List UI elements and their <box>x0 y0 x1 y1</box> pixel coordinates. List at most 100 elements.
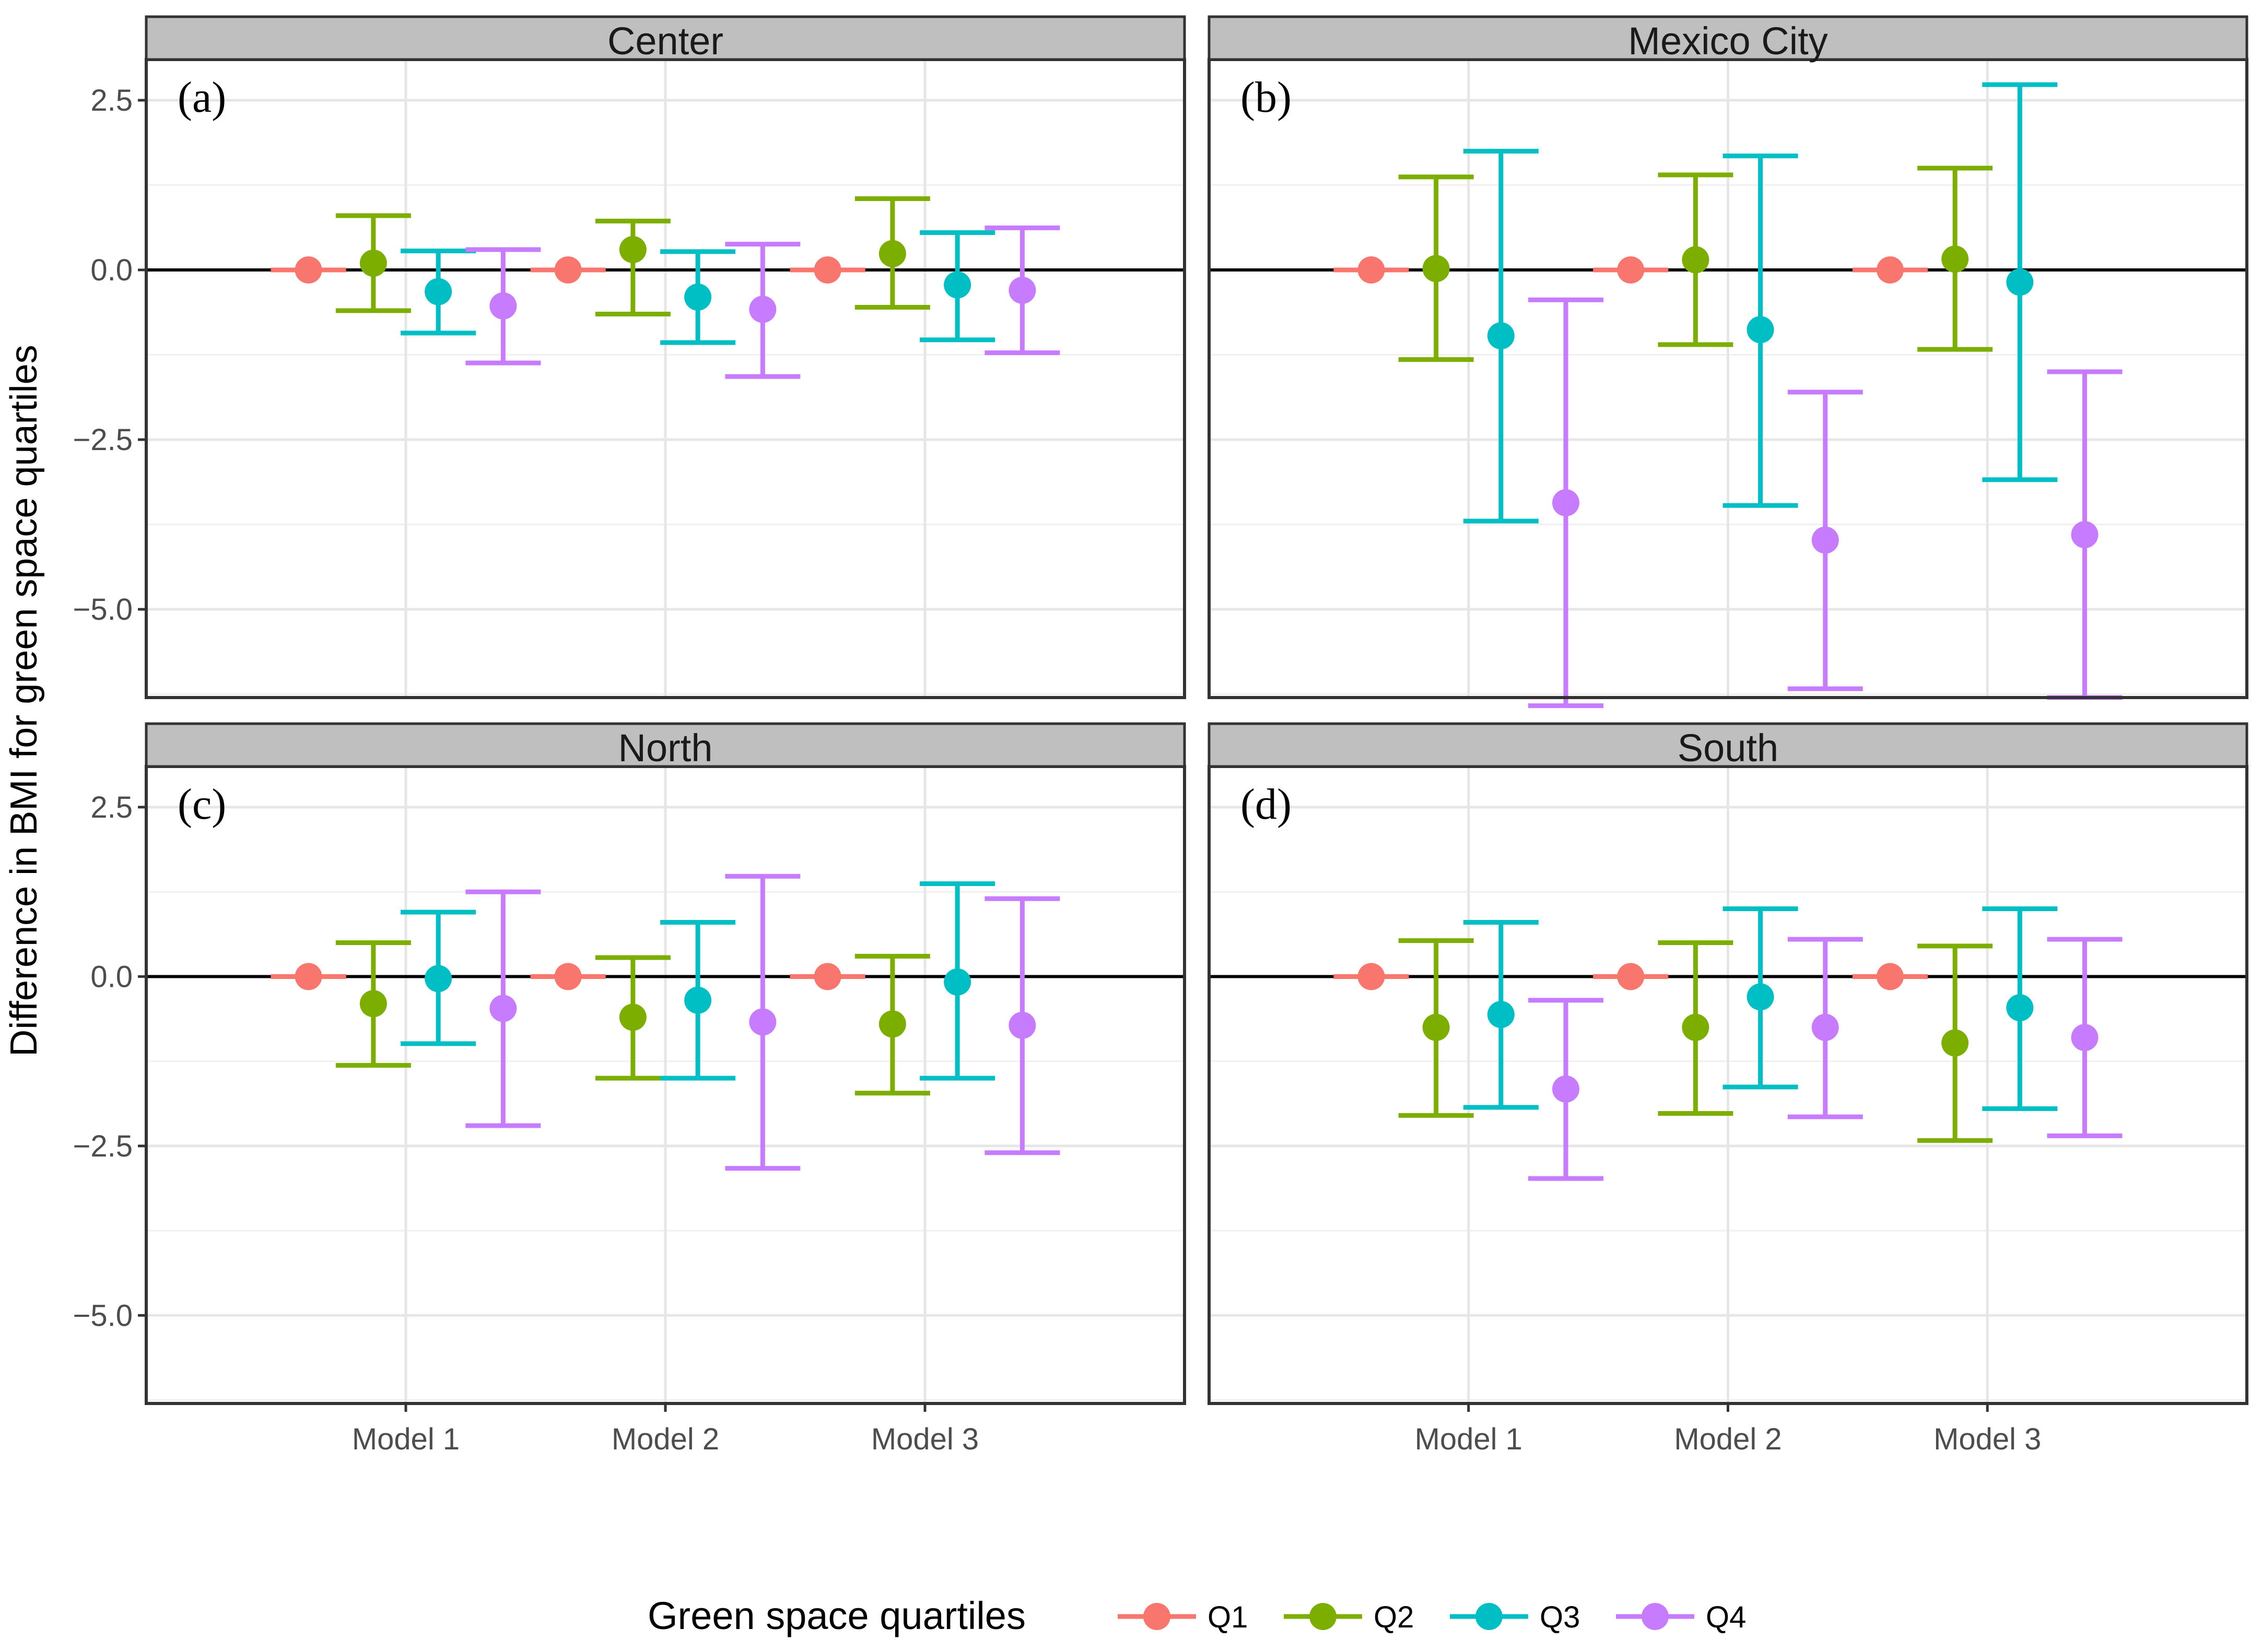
series-q2 <box>1398 938 1993 1143</box>
point-estimate <box>1811 526 1839 554</box>
point-estimate <box>944 968 971 996</box>
strip-label: South <box>1678 726 1778 770</box>
legend-label: Q4 <box>1706 1600 1746 1634</box>
legend-label: Q3 <box>1540 1600 1580 1634</box>
x-tick-label: Model 1 <box>352 1422 460 1456</box>
x-tick-label: Model 2 <box>1674 1422 1782 1456</box>
point-estimate <box>684 284 712 311</box>
panel-tag: (d) <box>1240 780 1292 829</box>
point-estimate <box>1422 255 1450 282</box>
series-q4 <box>1528 937 2123 1181</box>
point-estimate <box>1422 1013 1450 1041</box>
series-q2 <box>335 940 930 1096</box>
point-estimate <box>1357 256 1385 284</box>
point-estimate <box>554 256 582 284</box>
point-estimate <box>1357 963 1385 990</box>
point-estimate <box>1876 963 1904 990</box>
legend: Green space quartiles Q1 Q2 Q3 Q4 <box>648 1594 1746 1637</box>
legend-title: Green space quartiles <box>648 1594 1026 1637</box>
legend-label: Q2 <box>1374 1600 1414 1634</box>
strip-label: Mexico City <box>1628 19 1827 63</box>
point-estimate <box>944 271 971 299</box>
series-q3 <box>401 230 995 345</box>
point-estimate <box>878 240 906 267</box>
series-q4 <box>465 225 1060 379</box>
point-estimate <box>1009 277 1036 304</box>
point-estimate <box>814 963 841 990</box>
y-tick-label: 2.5 <box>90 790 133 824</box>
x-tick-label: Model 3 <box>1933 1422 2041 1456</box>
y-tick-label: −5.0 <box>73 593 133 627</box>
point-estimate <box>489 292 517 320</box>
point-estimate <box>1747 983 1774 1011</box>
point-estimate <box>359 990 387 1018</box>
panel-tag: (c) <box>178 780 226 829</box>
series-q1 <box>1333 256 1928 284</box>
point-estimate <box>684 986 712 1014</box>
x-axis-layer: Model 1 Model 2 Model 3 Model 1 Model 2 Model… <box>352 1403 2041 1456</box>
series-q3 <box>1463 82 2058 524</box>
strip-background <box>1208 722 2248 768</box>
point-estimate <box>619 1004 647 1031</box>
legend-entry-q2: Q2 <box>1284 1600 1414 1634</box>
y-tick-label: 0.0 <box>90 960 133 994</box>
point-estimate <box>2071 1024 2099 1052</box>
point-estimate <box>1941 245 1969 273</box>
x-tick-label: Model 1 <box>1415 1422 1522 1456</box>
point-estimate <box>814 256 841 284</box>
point-estimate <box>619 236 647 263</box>
y-tick-label: −5.0 <box>73 1299 133 1332</box>
series-q2 <box>335 196 930 316</box>
point-estimate <box>1876 256 1904 284</box>
x-tick-label: Model 2 <box>612 1422 719 1456</box>
point-estimate <box>359 250 387 277</box>
point-estimate <box>489 995 517 1022</box>
point-estimate <box>2071 521 2099 548</box>
point-estimate <box>1617 256 1645 284</box>
strip-background <box>145 722 1186 768</box>
legend-entry-q3: Q3 <box>1450 1600 1580 1634</box>
point-estimate <box>1487 1001 1515 1029</box>
point-estimate <box>1617 963 1645 990</box>
point-estimate <box>295 256 322 284</box>
legend-entry-q4: Q4 <box>1616 1600 1746 1634</box>
panel-north: North (c) 2.5 0.0 −2.5 −5.0 <box>73 722 1186 1405</box>
point-estimate <box>425 278 452 305</box>
series-q4 <box>465 874 1060 1171</box>
legend-key-point <box>1143 1603 1170 1630</box>
series-q2 <box>1398 166 1993 362</box>
point-estimate <box>2006 994 2034 1022</box>
legend-key-point <box>1475 1603 1503 1630</box>
series-q3 <box>1463 906 2058 1111</box>
point-estimate <box>1811 1013 1839 1041</box>
point-estimate <box>295 963 322 990</box>
legend-entry-q1: Q1 <box>1118 1600 1248 1634</box>
point-estimate <box>1009 1011 1036 1039</box>
panel-south: South (d) <box>1208 722 2248 1405</box>
strip-label: North <box>618 726 713 770</box>
y-axis-title: Difference in BMI for green space quarti… <box>3 345 45 1056</box>
point-estimate <box>1487 322 1515 350</box>
strip-background <box>145 15 1186 61</box>
series-q1 <box>271 963 865 990</box>
panel-mexico-city: Mexico City (b) <box>1208 15 2248 709</box>
point-estimate <box>1747 316 1774 344</box>
y-tick-label: −2.5 <box>73 423 133 457</box>
point-estimate <box>749 296 777 323</box>
y-tick-label: 2.5 <box>90 84 133 117</box>
panel-tag: (b) <box>1240 73 1292 122</box>
point-estimate <box>554 963 582 990</box>
point-estimate <box>878 1010 906 1038</box>
panel-center: Center (a) 2.5 0.0 −2.5 −5.0 <box>73 15 1186 699</box>
y-tick-label: −2.5 <box>73 1129 133 1163</box>
series-q3 <box>401 881 995 1081</box>
series-q1 <box>1333 963 1928 990</box>
panels-layer: Center (a) 2.5 0.0 −2.5 −5.0 Mexico City (b) Nor… <box>73 15 2248 1405</box>
point-estimate <box>1682 1013 1709 1041</box>
strip-label: Center <box>607 19 723 63</box>
legend-key-point <box>1642 1603 1669 1630</box>
legend-key-point <box>1309 1603 1337 1630</box>
x-tick-label: Model 3 <box>871 1422 979 1456</box>
point-estimate <box>1682 246 1709 274</box>
